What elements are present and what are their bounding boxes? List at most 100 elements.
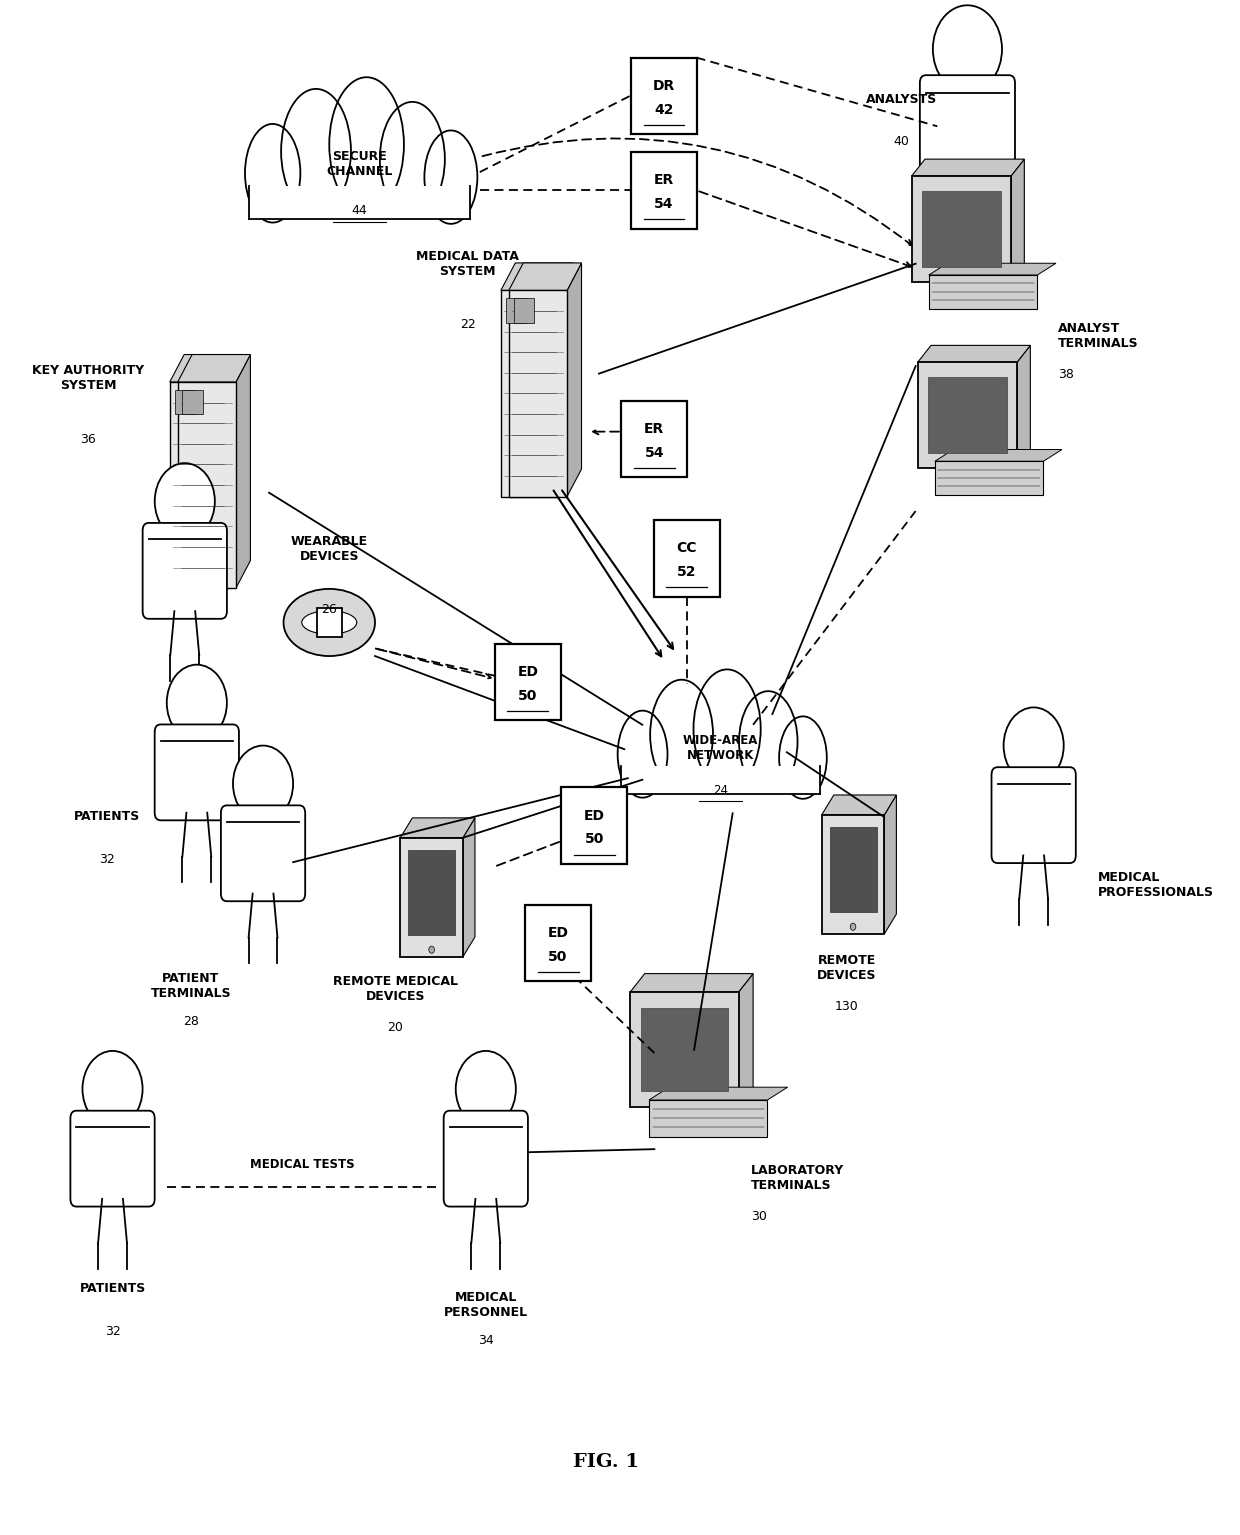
Bar	[921, 190, 1001, 267]
Text: WEARABLE
DEVICES: WEARABLE DEVICES	[290, 534, 368, 563]
Bar	[630, 992, 739, 1107]
Text: MEDICAL TESTS: MEDICAL TESTS	[250, 1157, 355, 1171]
Polygon shape	[884, 795, 897, 933]
Polygon shape	[649, 1087, 787, 1101]
Ellipse shape	[650, 680, 713, 789]
Polygon shape	[236, 355, 250, 588]
Bar	[621, 766, 821, 794]
Polygon shape	[170, 355, 243, 382]
Ellipse shape	[424, 130, 477, 224]
Text: 24: 24	[713, 784, 728, 797]
Polygon shape	[929, 262, 1056, 275]
Ellipse shape	[330, 77, 404, 212]
Polygon shape	[401, 818, 475, 838]
Polygon shape	[559, 262, 574, 496]
Ellipse shape	[379, 101, 445, 216]
Text: ED: ED	[517, 665, 538, 678]
Text: 40: 40	[893, 135, 909, 149]
Text: ED: ED	[584, 809, 605, 823]
FancyBboxPatch shape	[71, 1111, 155, 1207]
Circle shape	[1003, 708, 1064, 784]
Text: MEDICAL
PERSONNEL: MEDICAL PERSONNEL	[444, 1291, 528, 1319]
Text: ANALYSTS: ANALYSTS	[866, 92, 937, 106]
Text: 38: 38	[1058, 367, 1074, 381]
Polygon shape	[177, 355, 250, 382]
Text: 28: 28	[182, 1015, 198, 1028]
Polygon shape	[463, 818, 475, 956]
Circle shape	[456, 1051, 516, 1127]
Text: ANALYST
TERMINALS: ANALYST TERMINALS	[1058, 322, 1138, 350]
Polygon shape	[1011, 160, 1024, 282]
Polygon shape	[911, 160, 1024, 177]
Text: 20: 20	[388, 1021, 403, 1035]
Text: 32: 32	[99, 853, 114, 866]
Text: KEY AUTHORITY
SYSTEM: KEY AUTHORITY SYSTEM	[32, 364, 145, 393]
Polygon shape	[822, 795, 897, 815]
Bar	[177, 382, 236, 588]
Text: 30: 30	[750, 1210, 766, 1223]
Text: REMOTE MEDICAL
DEVICES: REMOTE MEDICAL DEVICES	[334, 975, 458, 1004]
Bar	[182, 390, 203, 414]
Circle shape	[155, 464, 215, 539]
Polygon shape	[508, 262, 582, 290]
FancyBboxPatch shape	[143, 523, 227, 619]
FancyBboxPatch shape	[155, 725, 239, 820]
Bar	[316, 608, 342, 637]
Bar	[560, 787, 627, 864]
Text: 50: 50	[518, 689, 538, 703]
Text: PATIENTS: PATIENTS	[73, 810, 140, 823]
Bar	[408, 850, 455, 935]
Text: ED: ED	[548, 926, 569, 939]
Bar	[935, 460, 1043, 494]
Ellipse shape	[281, 89, 351, 213]
Bar	[649, 1101, 768, 1136]
Text: 36: 36	[81, 433, 97, 445]
Text: MEDICAL
PROFESSIONALS: MEDICAL PROFESSIONALS	[1097, 872, 1214, 900]
Text: PATIENT
TERMINALS: PATIENT TERMINALS	[150, 972, 231, 1001]
Text: REMOTE
DEVICES: REMOTE DEVICES	[817, 953, 877, 982]
Text: 130: 130	[836, 999, 859, 1013]
Text: MEDICAL DATA
SYSTEM: MEDICAL DATA SYSTEM	[417, 250, 520, 278]
Polygon shape	[567, 262, 582, 496]
Ellipse shape	[739, 691, 797, 792]
FancyBboxPatch shape	[920, 75, 1016, 183]
FancyBboxPatch shape	[992, 768, 1076, 863]
Bar	[621, 401, 687, 477]
Ellipse shape	[693, 669, 760, 789]
Text: PATIENTS: PATIENTS	[79, 1282, 145, 1296]
Ellipse shape	[284, 589, 374, 655]
Circle shape	[851, 923, 856, 930]
Ellipse shape	[246, 124, 300, 223]
FancyBboxPatch shape	[444, 1111, 528, 1207]
Text: DR: DR	[653, 78, 675, 92]
Ellipse shape	[779, 717, 827, 798]
Polygon shape	[935, 450, 1061, 460]
Bar	[513, 298, 534, 322]
Circle shape	[932, 5, 1002, 94]
Text: SECURE
CHANNEL: SECURE CHANNEL	[326, 150, 393, 178]
Text: ER: ER	[645, 422, 665, 436]
Bar	[621, 731, 821, 794]
Bar	[641, 1008, 728, 1091]
Bar	[170, 382, 228, 588]
Text: 54: 54	[655, 196, 673, 212]
Bar	[822, 815, 884, 933]
Polygon shape	[1017, 345, 1030, 468]
Text: 50: 50	[548, 950, 568, 964]
Bar	[918, 362, 1017, 468]
Text: 32: 32	[104, 1325, 120, 1337]
Bar	[631, 152, 697, 229]
Polygon shape	[501, 262, 574, 290]
Bar	[175, 390, 195, 414]
Bar	[495, 643, 560, 720]
Bar	[911, 177, 1011, 282]
Text: WIDE-AREA
NETWORK: WIDE-AREA NETWORK	[683, 734, 759, 761]
Polygon shape	[739, 973, 753, 1107]
Text: CC: CC	[677, 542, 697, 556]
Polygon shape	[630, 973, 753, 992]
Text: 44: 44	[351, 204, 367, 216]
Bar	[653, 520, 720, 597]
Bar	[525, 906, 591, 981]
Bar	[401, 838, 463, 956]
Polygon shape	[228, 355, 243, 588]
